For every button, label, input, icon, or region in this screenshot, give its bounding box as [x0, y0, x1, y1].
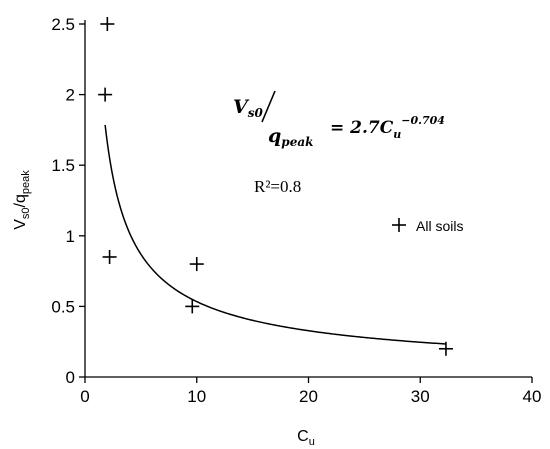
data-point [189, 257, 204, 272]
y-tick-label: 1.5 [51, 156, 75, 175]
x-tick-label: 10 [187, 387, 206, 406]
fit-equation: Vs0 qpeak = 2.7Cu−0.704 [233, 90, 445, 149]
data-point [438, 341, 453, 356]
x-tick-label: 40 [523, 387, 542, 406]
equation-numerator: Vs0 [233, 96, 264, 120]
y-tick-label: 1 [66, 227, 75, 246]
data-point [102, 249, 117, 264]
y-axis-label: Vs0/qpeak [12, 170, 32, 230]
axes [84, 20, 532, 378]
y-axis-ticks: 0 0.5 1 1.5 2 2.5 [51, 15, 85, 387]
y-tick-label: 0.5 [51, 297, 75, 316]
r-squared-label: R²=0.8 [254, 177, 301, 196]
equation-rhs: = 2.7Cu−0.704 [330, 114, 445, 141]
fit-curve [104, 124, 446, 345]
x-axis-ticks: 0 10 20 30 40 [80, 377, 541, 406]
x-tick-label: 20 [299, 387, 318, 406]
x-tick-label: 30 [411, 387, 430, 406]
y-tick-label: 2.5 [51, 15, 75, 34]
equation-denominator: qpeak [268, 125, 313, 149]
x-tick-label: 0 [80, 387, 89, 406]
legend-label: All soils [416, 218, 463, 234]
equation-slash [261, 90, 276, 123]
data-points [98, 17, 453, 356]
fit-curve-layer [104, 124, 446, 345]
data-point [185, 299, 200, 314]
y-tick-label: 0 [66, 368, 75, 387]
legend: All soils [392, 218, 463, 234]
x-axis-label: Cu [297, 428, 315, 448]
y-tick-label: 2 [66, 86, 75, 105]
data-point [98, 87, 113, 102]
data-point [100, 17, 115, 31]
